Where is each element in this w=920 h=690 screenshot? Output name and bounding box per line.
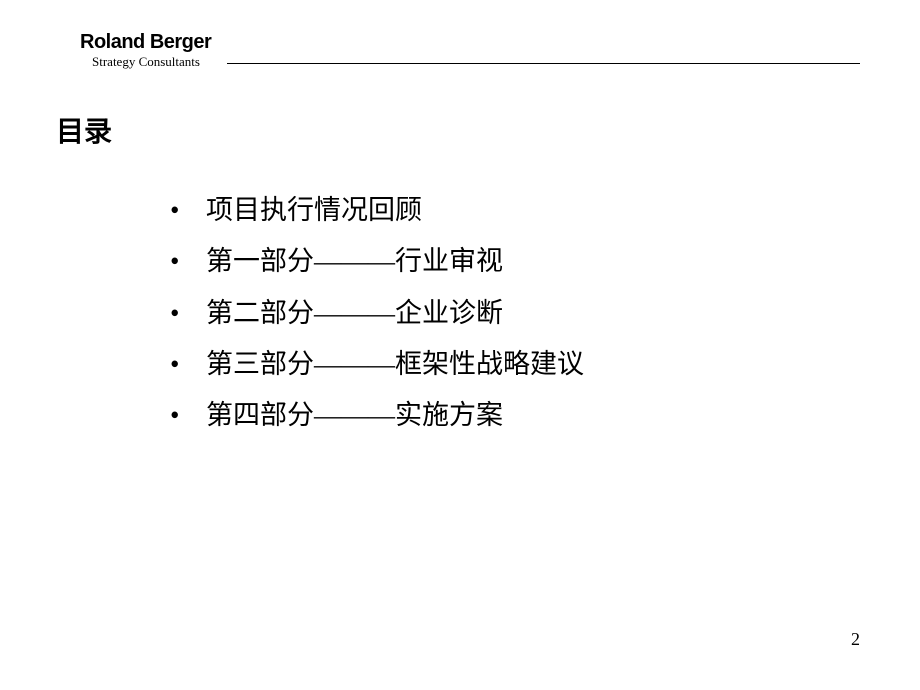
logo: Roland Berger Strategy Consultants (80, 32, 211, 70)
header: Roland Berger Strategy Consultants (80, 32, 860, 70)
toc-item: 第一部分———行业审视 (170, 236, 584, 287)
page-title: 目录 (56, 110, 112, 150)
toc-item: 项目执行情况回顾 (170, 185, 584, 236)
toc-item: 第三部分———框架性战略建议 (170, 339, 584, 390)
toc-list: 项目执行情况回顾 第一部分———行业审视 第二部分———企业诊断 第三部分———… (170, 185, 584, 441)
toc-item: 第四部分———实施方案 (170, 390, 584, 441)
header-divider (227, 63, 860, 64)
logo-sub-text: Strategy Consultants (92, 54, 211, 70)
logo-main-text: Roland Berger (80, 32, 211, 52)
toc-item: 第二部分———企业诊断 (170, 288, 584, 339)
page-number: 2 (851, 629, 860, 650)
